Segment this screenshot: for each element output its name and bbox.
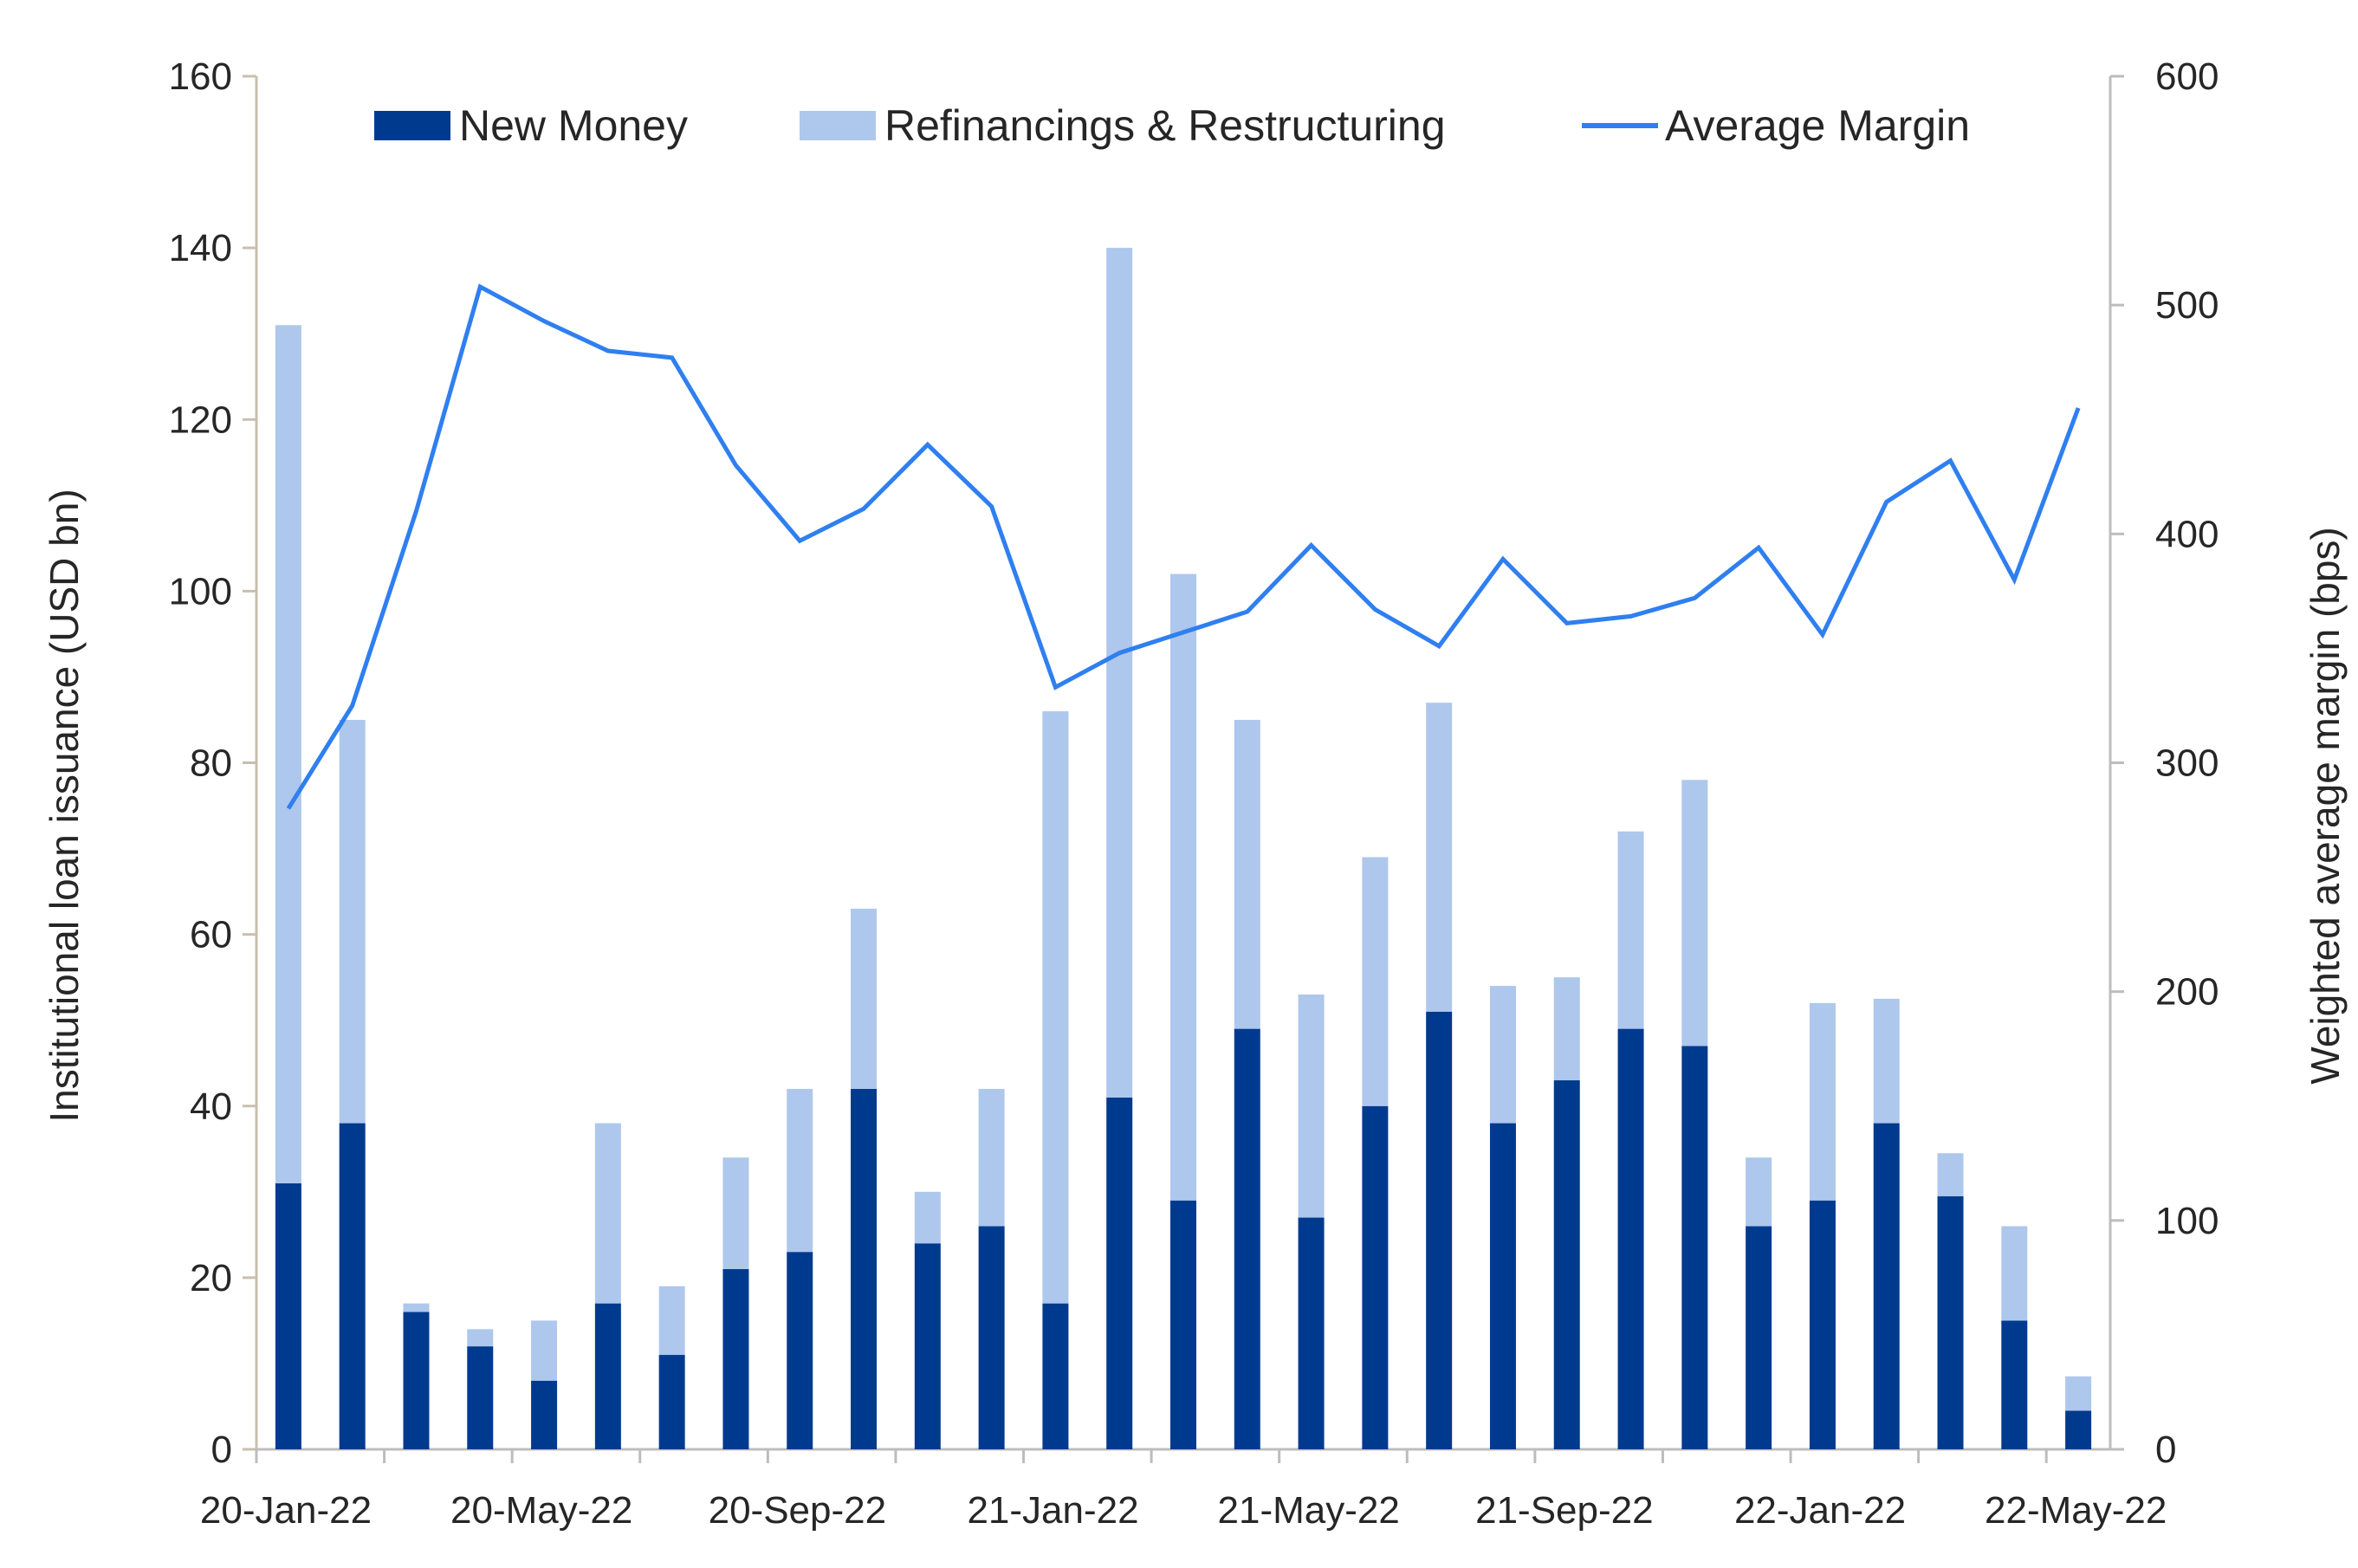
y2-tick-label: 0 — [2155, 1429, 2176, 1471]
y2-tick-label: 200 — [2155, 971, 2219, 1014]
x-tick-label: 22-Jan-22 — [1734, 1489, 1906, 1532]
bar-refinancings — [851, 908, 878, 1089]
bar-new-money — [851, 1088, 878, 1449]
bar-refinancings — [2065, 1376, 2092, 1411]
margin-line — [286, 283, 2081, 810]
x-tick-label: 21-May-22 — [1218, 1489, 1400, 1532]
bar-refinancings — [914, 1191, 941, 1244]
bar-new-money — [594, 1303, 621, 1449]
bar-refinancings — [1873, 998, 1900, 1124]
bar-refinancings — [1042, 711, 1069, 1304]
bar-refinancings — [1362, 857, 1389, 1106]
x-tick-label: 20-Sep-22 — [709, 1489, 886, 1532]
y2-tick-label: 300 — [2155, 742, 2219, 785]
bar-new-money — [1617, 1028, 1644, 1449]
y-axis-title: Institutional loan issuance (USD bn) — [42, 489, 87, 1122]
bar-new-money — [1681, 1046, 1708, 1449]
bar-refinancings — [1937, 1153, 1964, 1196]
bar-new-money — [914, 1243, 941, 1449]
bar-refinancings — [2001, 1226, 2028, 1321]
legend-swatch-refinancings — [800, 111, 876, 140]
bar-refinancings — [1681, 780, 1708, 1046]
y-tick-label: 60 — [190, 914, 232, 956]
bar-new-money — [467, 1346, 494, 1449]
bar-refinancings — [1746, 1157, 1772, 1227]
bar-refinancings — [1553, 977, 1580, 1081]
bar-refinancings — [1426, 703, 1453, 1012]
y-tick-label: 140 — [169, 227, 232, 269]
bar-new-money — [1298, 1217, 1325, 1449]
bar-new-money — [2001, 1320, 2028, 1449]
bar-new-money — [1106, 1097, 1133, 1449]
bar-new-money — [1042, 1303, 1069, 1449]
bar-refinancings — [403, 1303, 430, 1312]
bar-new-money — [339, 1123, 366, 1449]
y-tick-label: 20 — [190, 1257, 232, 1299]
y2-tick-label: 100 — [2155, 1200, 2219, 1242]
y-tick-label: 160 — [169, 55, 232, 98]
bar-refinancings — [1809, 1002, 1836, 1201]
y-tick-label: 120 — [169, 398, 232, 441]
bar-new-money — [1937, 1195, 1964, 1449]
x-tick-label: 21-Sep-22 — [1475, 1489, 1653, 1532]
bar-refinancings — [275, 325, 301, 1183]
x-tick-label: 20-Jan-22 — [200, 1489, 372, 1532]
bars — [275, 248, 2092, 1449]
y-tick-label: 100 — [169, 570, 232, 612]
bar-refinancings — [722, 1157, 749, 1269]
bar-refinancings — [1106, 248, 1133, 1098]
x-tick-label: 20-May-22 — [450, 1489, 632, 1532]
legend-label-new-money: New Money — [459, 101, 688, 150]
legend-swatch-new-money — [374, 111, 450, 140]
left-axis: 0 20 40 60 80 100 120 140 160 — [169, 55, 258, 1471]
bar-new-money — [1234, 1028, 1260, 1449]
bar-refinancings — [594, 1123, 621, 1304]
bar-refinancings — [978, 1088, 1005, 1227]
y-tick-label: 40 — [190, 1085, 232, 1128]
y2-axis-title: Weighted average margin (bps) — [2303, 527, 2348, 1084]
bar-refinancings — [658, 1286, 685, 1356]
bar-refinancings — [1234, 719, 1260, 1029]
bar-new-money — [1362, 1105, 1389, 1449]
y2-tick-label: 600 — [2155, 55, 2219, 98]
bar-refinancings — [339, 719, 366, 1124]
y2-tick-label: 500 — [2155, 284, 2219, 327]
bar-new-money — [275, 1182, 301, 1449]
bar-new-money — [403, 1312, 430, 1449]
bar-new-money — [787, 1252, 813, 1449]
y2-tick-label: 400 — [2155, 513, 2219, 555]
y-tick-label: 0 — [211, 1429, 232, 1471]
legend-label-average-margin: Average Margin — [1665, 101, 1970, 150]
bar-new-money — [978, 1226, 1005, 1449]
bar-new-money — [531, 1380, 558, 1449]
bar-refinancings — [1298, 994, 1325, 1218]
x-tick-label: 21-Jan-22 — [967, 1489, 1138, 1532]
bar-refinancings — [1489, 986, 1516, 1124]
bar-new-money — [658, 1355, 685, 1449]
legend: New Money Refinancings & Restructuring A… — [374, 101, 1970, 150]
bar-new-money — [1170, 1200, 1196, 1449]
bar-new-money — [1746, 1226, 1772, 1449]
bar-new-money — [1809, 1200, 1836, 1449]
bar-refinancings — [1617, 831, 1644, 1029]
bar-new-money — [1426, 1011, 1453, 1449]
bar-refinancings — [531, 1320, 558, 1381]
x-axis: 20-Jan-22 20-May-22 20-Sep-22 21-Jan-22 21-M… — [200, 1448, 2167, 1532]
right-axis: 0 100 200 300 400 500 600 — [2109, 55, 2219, 1471]
bar-new-money — [1873, 1123, 1900, 1449]
bar-refinancings — [787, 1088, 813, 1253]
x-tick-label: 22-May-22 — [1985, 1489, 2167, 1532]
average-margin-line — [286, 283, 2081, 810]
y-tick-label: 80 — [190, 742, 232, 785]
bar-new-money — [722, 1268, 749, 1449]
legend-label-refinancings: Refinancings & Restructuring — [884, 101, 1446, 150]
bar-refinancings — [467, 1329, 494, 1347]
bar-new-money — [2065, 1410, 2092, 1449]
bar-new-money — [1489, 1123, 1516, 1449]
bar-new-money — [1553, 1080, 1580, 1449]
bar-refinancings — [1170, 573, 1196, 1201]
